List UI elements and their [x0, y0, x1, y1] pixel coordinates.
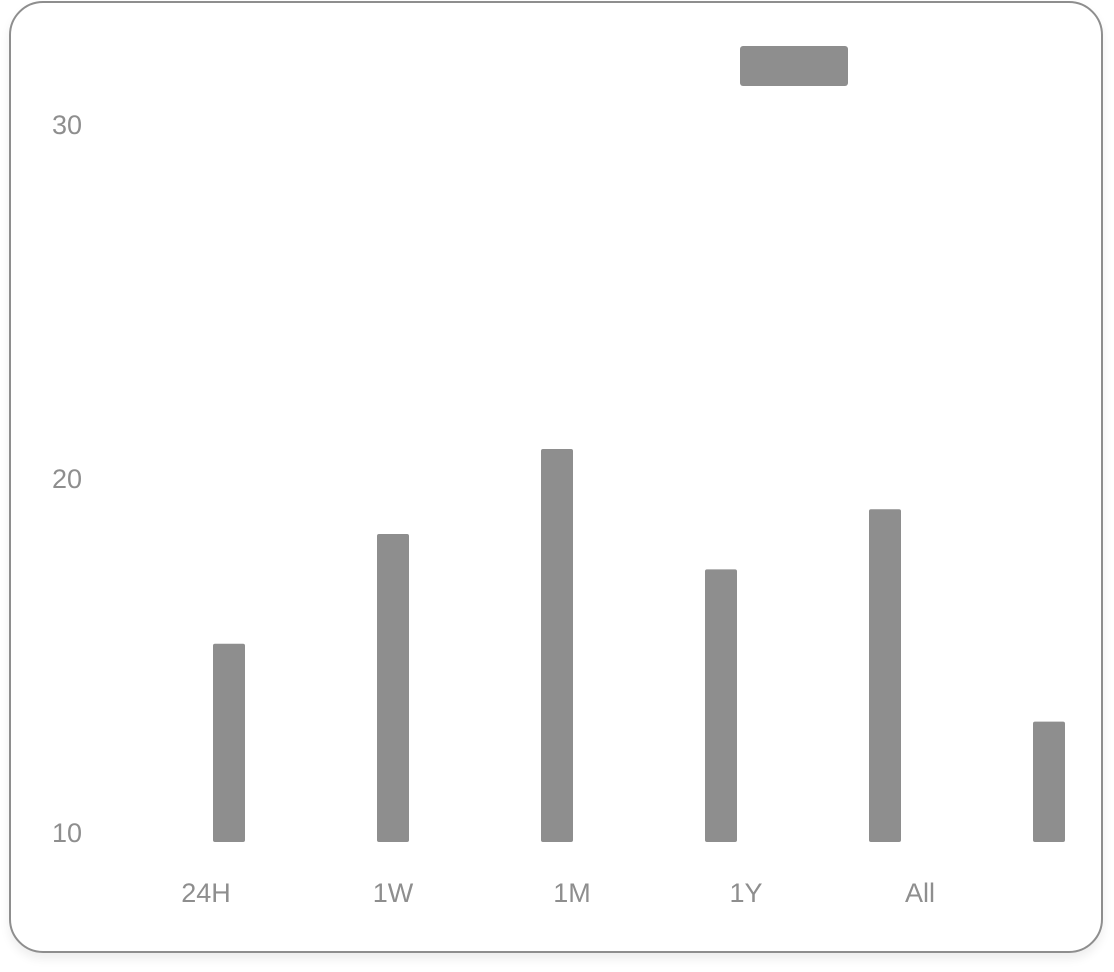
y-axis-ticks: 30 20 10	[52, 110, 82, 848]
legend-marker	[740, 46, 848, 86]
x-category-label: 1Y	[729, 878, 762, 908]
bars	[213, 449, 1065, 842]
x-axis-labels: 24H 1W 1M 1Y All	[181, 878, 935, 908]
x-category-label: 1M	[553, 878, 591, 908]
x-category-label: 24H	[181, 878, 231, 908]
bar	[869, 509, 901, 842]
y-tick-label: 20	[52, 464, 82, 494]
x-category-label: All	[905, 878, 935, 908]
bar	[213, 643, 245, 842]
bar	[1033, 721, 1065, 842]
y-tick-label: 10	[52, 818, 82, 848]
bar	[377, 534, 409, 842]
bar	[541, 449, 573, 842]
x-category-label: 1W	[373, 878, 414, 908]
bar	[705, 569, 737, 842]
y-tick-label: 30	[52, 110, 82, 140]
